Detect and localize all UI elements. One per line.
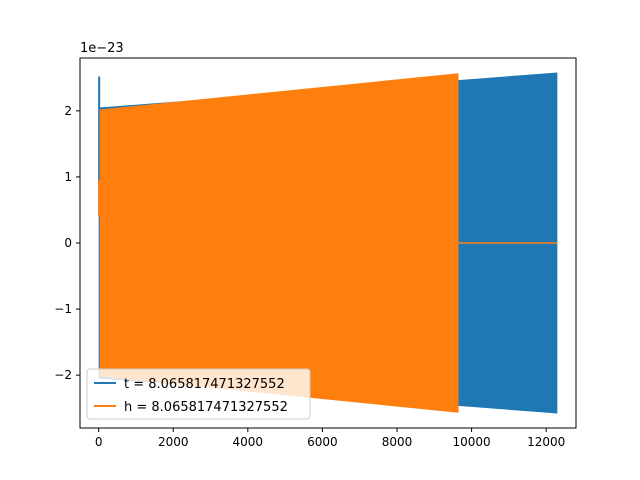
x-tick-label: 4000 <box>233 435 264 449</box>
x-axis: 0 2000 4000 6000 8000 10000 12000 <box>95 428 565 449</box>
y-offset-label: 1e−23 <box>80 41 124 56</box>
y-tick-label: 1 <box>64 170 72 184</box>
series-h-oscillation <box>99 73 459 413</box>
x-tick-label: 2000 <box>158 435 189 449</box>
y-tick-label: −2 <box>54 368 72 382</box>
plot-area <box>98 72 558 414</box>
legend: t = 8.065817471327552 h = 8.065817471327… <box>86 368 311 420</box>
legend-box <box>86 368 311 420</box>
x-tick-label: 0 <box>95 435 103 449</box>
x-tick-label: 8000 <box>382 435 413 449</box>
y-tick-label: 0 <box>64 236 72 250</box>
x-tick-label: 6000 <box>307 435 338 449</box>
legend-label-t: t = 8.065817471327552 <box>124 377 285 392</box>
x-tick-label: 10000 <box>452 435 490 449</box>
legend-label-h: h = 8.065817471327552 <box>124 400 288 415</box>
y-tick-label: 2 <box>64 104 72 118</box>
x-tick-label: 12000 <box>527 435 565 449</box>
y-axis: −2 −1 0 1 2 <box>54 104 80 382</box>
y-tick-label: −1 <box>54 302 72 316</box>
